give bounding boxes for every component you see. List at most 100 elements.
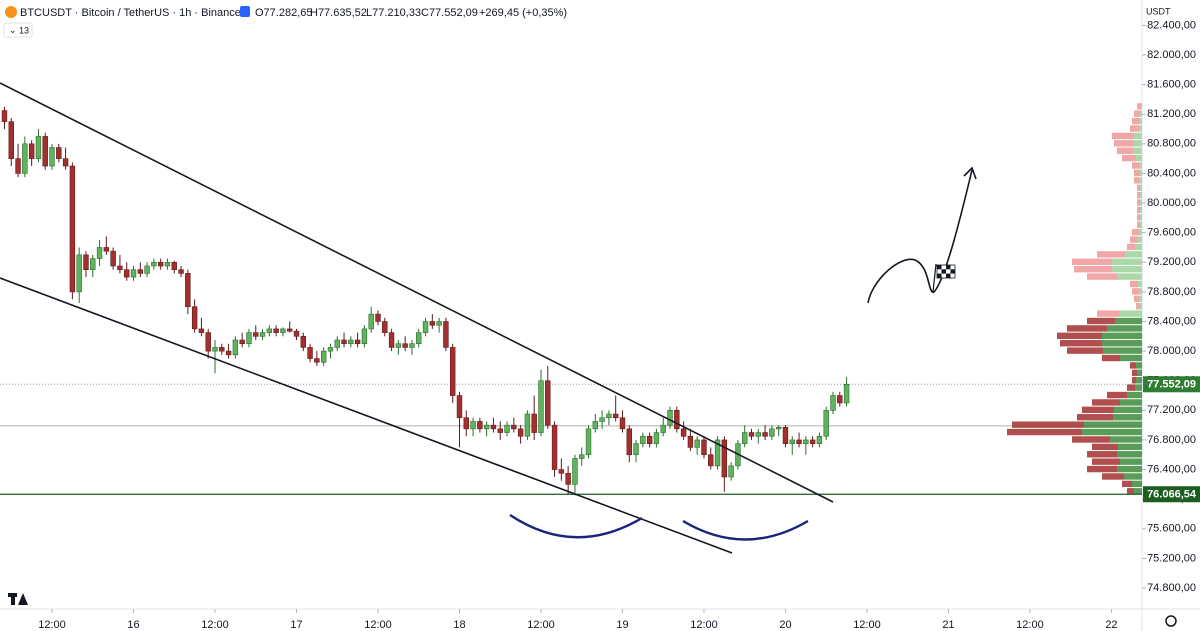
price-label: 76.066,54 [1147, 489, 1197, 501]
candle-body [721, 439, 728, 478]
profile-sell [1137, 184, 1140, 191]
y-tick-label: 82.000,00 [1147, 49, 1196, 61]
candle-body [429, 321, 436, 326]
profile-buy [1132, 480, 1142, 488]
candle-body [545, 380, 551, 426]
candle-body [572, 458, 578, 485]
candle-body [361, 328, 368, 345]
profile-buy [1118, 443, 1142, 451]
x-tick-label: 12:00 [1016, 619, 1044, 631]
candle-body [191, 306, 198, 330]
profile-sell [1122, 480, 1132, 488]
profile-buy [1137, 369, 1142, 377]
header-backdrop [0, 0, 620, 40]
profile-buy [1140, 110, 1142, 117]
candle-body [96, 247, 103, 259]
ohlc-open: O77.282,65 [255, 7, 313, 19]
profile-sell [1087, 465, 1117, 473]
candle-body [477, 421, 483, 430]
candle-body [42, 136, 48, 167]
candle-body [443, 321, 449, 348]
profile-buy [1135, 384, 1142, 391]
candle-body [558, 469, 565, 474]
candle-body [687, 435, 694, 448]
candle-body [714, 439, 721, 467]
candle-body [354, 339, 361, 345]
bitcoin-icon [5, 6, 17, 18]
profile-sell [1132, 288, 1139, 295]
price-label: 77.552,09 [1147, 379, 1196, 391]
candle-body [612, 413, 619, 419]
price-label-box [1143, 486, 1200, 503]
y-tick-label: 81.200,00 [1147, 108, 1196, 120]
candle-body [796, 439, 802, 444]
y-tick-label: 79.600,00 [1147, 227, 1196, 239]
profile-buy [1115, 317, 1142, 325]
candle-body [15, 158, 21, 174]
x-tick-label: 18 [453, 619, 465, 631]
candles [1, 106, 850, 496]
y-tick-label: 77.200,00 [1147, 404, 1196, 416]
y-tick-label: 74.800,00 [1147, 582, 1196, 594]
x-tick-label: 21 [942, 619, 954, 631]
price-axis: 82.400,00 82.000,00 81.600,00 81.200,00 80.8… [1142, 19, 1200, 594]
currency-label: USDT [1146, 6, 1171, 16]
candle-body [416, 332, 422, 345]
settings-gear[interactable] [1165, 615, 1177, 627]
profile-buy [1107, 325, 1142, 332]
time-axis: 12:00 16 12:00 17 12:00 18 12:00 19 12:00 20 12:00… [38, 609, 1118, 631]
indicators-toggle[interactable] [3, 22, 33, 38]
tradingview-logo [8, 593, 28, 605]
profile-buy [1133, 147, 1142, 154]
candle-body [674, 410, 680, 430]
profile-sell [1132, 369, 1137, 377]
candle-body [56, 147, 62, 159]
ohlc-change: +269,45 (+0,35%) [479, 7, 567, 19]
bottom-arc [682, 519, 809, 541]
profile-sell [1112, 132, 1134, 140]
profile-sell [1130, 125, 1139, 132]
candle-body [300, 336, 306, 348]
profile-buy [1141, 103, 1142, 110]
candle-body [178, 269, 184, 274]
y-tick-label: 78.000,00 [1147, 345, 1196, 357]
profile-buy [1136, 154, 1142, 162]
profile-buy [1140, 191, 1142, 199]
profile-buy [1136, 377, 1142, 384]
x-tick-label: 12:00 [38, 619, 66, 631]
candle-body [334, 339, 340, 348]
profile-sell [1007, 428, 1082, 436]
candle-body [259, 332, 266, 337]
candle-body [212, 347, 218, 352]
candle-body [83, 254, 89, 270]
profile-sell [1072, 258, 1112, 265]
profile-sell [1117, 147, 1133, 154]
y-tick-label: 80.400,00 [1147, 167, 1196, 179]
candle-body [483, 424, 490, 430]
x-tick-label: 16 [127, 619, 139, 631]
profile-sell [1107, 391, 1127, 399]
bottom-arc [509, 513, 643, 539]
price-levels [0, 383, 1142, 495]
candle-body [22, 143, 28, 174]
profile-sell [1137, 214, 1140, 221]
profile-sell [1092, 399, 1120, 406]
profile-sell [1132, 162, 1139, 169]
profile-buy [1119, 310, 1142, 317]
profile-buy [1082, 428, 1142, 436]
candle-body [76, 254, 82, 293]
candle-body [157, 261, 164, 267]
exchange-icon [240, 6, 250, 17]
candle-body [28, 143, 35, 159]
profile-sell [1082, 406, 1114, 414]
x-tick-label: 19 [616, 619, 628, 631]
candle-body [293, 330, 300, 337]
profile-sell [1137, 206, 1140, 214]
profile-buy [1120, 399, 1142, 406]
candle-body [327, 347, 334, 352]
profile-buy [1138, 236, 1142, 243]
candle-body [579, 454, 585, 459]
profile-buy [1140, 169, 1142, 177]
candle-body [402, 343, 408, 348]
